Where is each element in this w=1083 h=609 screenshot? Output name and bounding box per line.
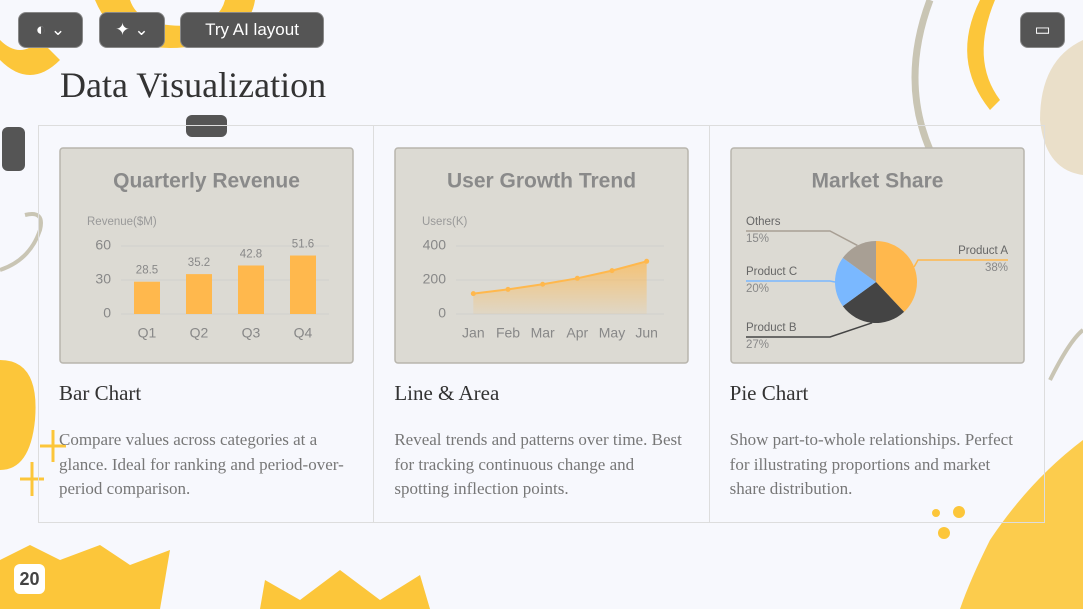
y-tick-label: 0 [439,305,447,321]
leader-line [745,230,858,247]
pie-label: Product C [746,266,797,278]
pie-slice [875,241,917,312]
point [540,281,546,287]
ai-layout-label: Try AI layout [205,20,299,39]
card: Market Share Product A 38% Product B 27% Prod… [710,126,1044,522]
value-label: 28.5 [136,265,158,277]
leader-line [745,280,835,283]
pie-label: Product B [746,322,797,334]
card-description: Reveal trends and patterns over time. Be… [394,430,682,498]
pie-value-label: 27% [746,339,769,351]
chart-title: User Growth Trend [447,170,636,193]
bar [238,265,264,314]
point [575,275,581,281]
card-description: Compare values across categories at a gl… [59,430,344,498]
drag-handle[interactable] [186,115,227,137]
y-axis-label: Users(K) [422,216,468,228]
pie-value-label: 38% [985,262,1008,274]
pie-value-label: 20% [746,283,769,295]
y-tick-label: 60 [95,237,111,253]
pie-value-label: 15% [746,233,769,245]
value-label: 42.8 [240,249,262,261]
x-tick-label: Feb [496,325,520,341]
y-tick-label: 0 [103,305,111,321]
value-label: 35.2 [188,257,210,269]
point [471,291,477,297]
bar [186,274,212,314]
x-tick-label: Q4 [294,325,313,341]
side-handle[interactable] [2,127,25,171]
y-axis-label: Revenue($M) [87,216,157,228]
card-heading: Bar Chart [59,381,142,405]
chart-title: Quarterly Revenue [113,170,300,193]
value-label: 51.6 [292,239,314,251]
chart-panel: User Growth Trend Users(K) 0 200 400 Jan Feb Ma… [394,147,690,364]
y-tick-label: 200 [423,271,447,287]
magic-button[interactable]: ✦ ⌄ [99,12,165,48]
card-heading: Pie Chart [729,381,809,405]
card-description: Show part-to-whole relationships. Perfec… [729,430,1013,498]
leader-line [913,259,1008,268]
bar [290,255,316,314]
ai-layout-button[interactable]: Try AI layout [180,12,324,48]
pie-label: Product A [958,245,1008,257]
point [644,258,650,264]
point [609,268,615,274]
pie-label: Others [746,216,781,228]
pie-slice [834,257,876,307]
x-tick-label: Jan [462,325,485,341]
x-tick-label: Apr [567,325,589,341]
y-tick-label: 30 [95,271,111,287]
theme-button[interactable]: ◐ ⌄ [18,12,83,48]
x-tick-label: May [599,325,625,341]
point [505,286,511,292]
comment-button[interactable]: ▭ [1020,12,1065,48]
slide-title: Data Visualization [60,65,327,105]
chart-title: Market Share [811,170,943,193]
chart-panel: Market Share Product A 38% Product B 27% Prod… [729,147,1025,364]
x-tick-label: Q3 [242,325,261,341]
area [473,261,647,314]
card-grid: Quarterly Revenue Revenue($M) 0 30 60 Q1 Q2 Q3 Q… [38,125,1045,523]
x-tick-label: Q2 [190,325,209,341]
pie-slice [842,282,904,323]
panel-background [59,147,354,364]
bar [134,281,160,314]
card: Quarterly Revenue Revenue($M) 0 30 60 Q1 Q2 Q3 Q… [39,126,375,522]
pie-slice [842,241,876,282]
card-heading: Line & Area [394,381,500,405]
x-tick-label: Q1 [138,325,157,341]
x-tick-label: Jun [636,325,659,341]
x-tick-label: Mar [531,325,555,341]
line [473,260,648,295]
card: User Growth Trend Users(K) 0 200 400 Jan Feb Ma… [374,126,710,522]
leader-line [745,322,873,338]
chart-panel: Quarterly Revenue Revenue($M) 0 30 60 Q1 Q2 Q3 Q… [59,147,354,364]
y-tick-label: 400 [423,237,447,253]
page-number: 20 [14,564,45,594]
